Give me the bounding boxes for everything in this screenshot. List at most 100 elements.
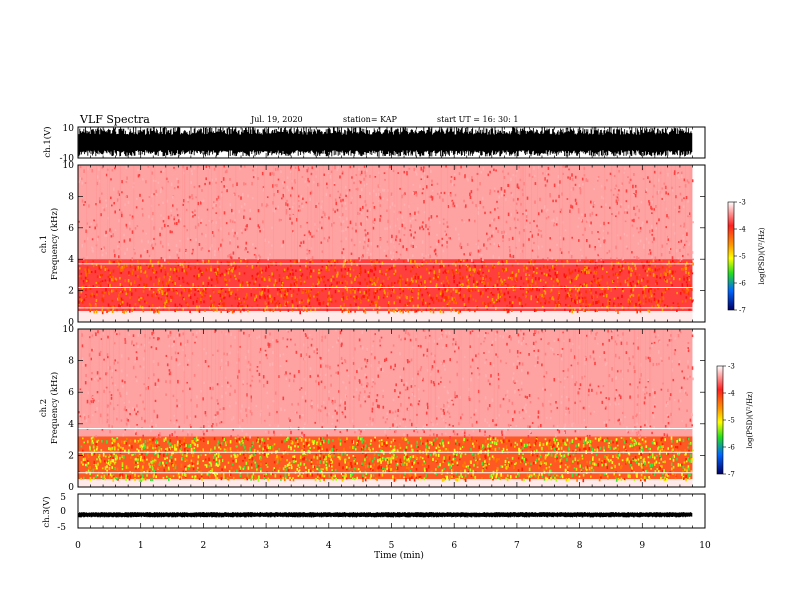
- spectrogram-cell: [182, 165, 184, 169]
- spectrogram-cell: [496, 439, 499, 442]
- spectrogram-cell: [510, 191, 513, 195]
- spectrogram-cell: [144, 270, 147, 274]
- spectrogram-cell: [493, 263, 495, 267]
- spectrogram-cell: [309, 447, 311, 450]
- spectrogram-cell: [372, 467, 374, 469]
- spectrogram-cell: [338, 281, 340, 284]
- spectrogram-cell: [570, 188, 573, 191]
- spectrogram-cell: [214, 471, 216, 476]
- spectrogram-cell: [255, 294, 258, 298]
- spectrogram-cell: [190, 292, 193, 294]
- spectrogram-cell: [528, 475, 531, 478]
- spectrogram-cell: [463, 173, 465, 176]
- spectrogram-cell: [453, 300, 455, 304]
- spectrogram-cell: [266, 285, 269, 289]
- spectrogram-cell: [544, 177, 546, 181]
- spectrogram-cell: [226, 270, 228, 273]
- spectrogram-cell: [109, 271, 111, 275]
- spectrogram-cell: [578, 268, 580, 272]
- spectrogram-cell: [227, 461, 230, 464]
- spectrogram-cell: [172, 195, 174, 199]
- spectrogram-cell: [574, 278, 576, 281]
- spectrogram-cell: [501, 192, 503, 196]
- spectrogram-cell: [176, 250, 178, 253]
- spectrogram-cell: [458, 281, 461, 284]
- spectrogram-cell: [421, 253, 424, 257]
- spectrogram-cell: [345, 466, 348, 470]
- spectrogram-cell: [607, 231, 609, 235]
- spectrogram-cell: [539, 293, 541, 296]
- spectrogram-cell: [366, 282, 368, 285]
- spectrogram-cell: [487, 302, 489, 307]
- spectrogram-cell: [593, 275, 595, 279]
- spectrogram-cell: [373, 206, 376, 209]
- spectrogram-cell: [176, 253, 179, 257]
- spectrogram-cell: [674, 270, 677, 273]
- spectrogram-cell: [78, 180, 80, 184]
- spectrogram-cell: [639, 230, 642, 233]
- spectrogram-cell: [438, 273, 441, 276]
- spectrogram-cell: [383, 451, 385, 455]
- spectrogram-cell: [148, 443, 151, 447]
- spectrogram-cell: [471, 176, 473, 180]
- spectrogram-cell: [324, 286, 327, 291]
- spectrogram-cell: [487, 287, 489, 290]
- spectrogram-cell: [393, 272, 395, 275]
- spectrogram-cell: [114, 467, 116, 471]
- spectrogram-cell: [325, 265, 328, 270]
- spectrogram-cell: [311, 260, 314, 263]
- spectrogram-cell: [160, 465, 162, 468]
- spectrogram-cell: [204, 288, 207, 291]
- spectrogram-cell: [81, 181, 84, 185]
- spectrogram-cell: [632, 193, 635, 196]
- spectrogram-cell: [385, 441, 388, 445]
- spectrogram-cell: [424, 463, 427, 466]
- spectrogram-cell: [689, 473, 691, 477]
- spectrogram-cell: [537, 298, 539, 301]
- spectrogram-cell: [455, 204, 458, 208]
- spectrogram-cell: [126, 302, 129, 306]
- spectrogram-cell: [607, 308, 610, 311]
- spectrogram-cell: [447, 454, 450, 459]
- spectrogram-cell: [111, 309, 114, 313]
- spectrogram-cell: [246, 265, 248, 268]
- spectrogram-cell: [592, 301, 594, 306]
- spectrogram-cell: [439, 292, 442, 296]
- spectrogram-cell: [129, 227, 131, 231]
- spectrogram-cell: [218, 200, 221, 203]
- spectrogram-cell: [688, 243, 690, 246]
- spectrogram-cell: [393, 448, 396, 452]
- spectrogram-cell: [500, 278, 502, 282]
- spectrogram-cell: [617, 296, 619, 300]
- spectrogram-cell: [612, 441, 614, 444]
- spectrogram-cell: [557, 183, 560, 187]
- spectrogram-cell: [652, 273, 655, 277]
- spectrogram-cell: [451, 204, 454, 208]
- spectrogram-cell: [646, 261, 648, 264]
- spectrogram-cell: [573, 467, 576, 470]
- spectrogram-cell: [628, 266, 630, 270]
- spectrogram-cell: [198, 269, 201, 273]
- spectrogram-cell: [421, 457, 424, 460]
- spectrogram-cell: [326, 264, 328, 267]
- spectrogram-cell: [226, 169, 228, 173]
- spectrogram-cell: [525, 266, 528, 270]
- spectrogram-cell: [147, 240, 149, 244]
- spectrogram-cell: [688, 278, 691, 281]
- spectrogram-cell: [662, 291, 664, 295]
- spectrogram-cell: [552, 284, 555, 288]
- spectrogram-cell: [411, 297, 414, 302]
- spectrogram-cell: [489, 170, 491, 174]
- ch1-colorbar-label: log(PSD)(V²/Hz): [758, 227, 766, 284]
- spectrogram-cell: [257, 274, 259, 277]
- spectrogram-cell: [91, 292, 93, 296]
- spectrogram-cell: [464, 177, 466, 179]
- spectrogram-cell: [229, 241, 231, 245]
- spectrogram-cell: [273, 297, 276, 301]
- spectrogram-cell: [458, 259, 460, 263]
- spectrogram-cell: [266, 295, 269, 298]
- spectrogram-cell: [565, 274, 567, 277]
- spectrogram-cell: [80, 461, 83, 464]
- spectrogram-cell: [433, 438, 435, 442]
- spectrogram-cell: [442, 444, 445, 448]
